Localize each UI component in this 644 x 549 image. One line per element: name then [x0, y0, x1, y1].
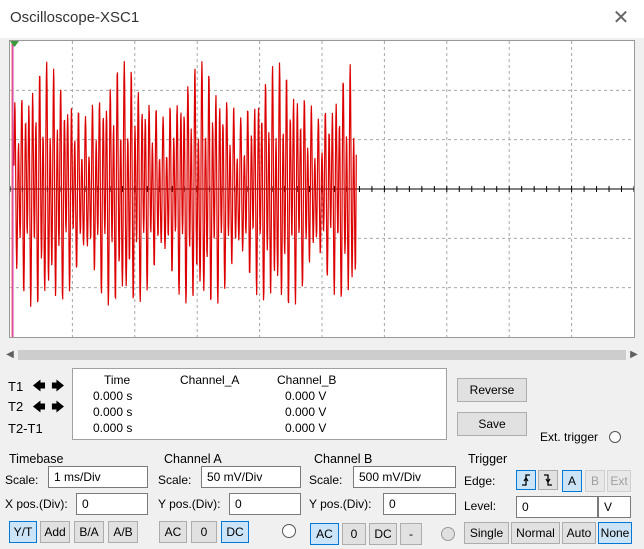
trigger-source-a-button[interactable]: A — [562, 470, 582, 492]
trigger-level-label: Level: — [464, 499, 497, 513]
channel-a-title: Channel A — [164, 452, 222, 466]
title-bar: Oscilloscope-XSC1 ✕ — [0, 0, 644, 38]
readout-header-channel-a: Channel_A — [180, 373, 240, 387]
scrollbar-thumb[interactable] — [18, 350, 626, 360]
readout-t2t1-time: 0.000 s — [93, 421, 133, 435]
channel-b-minus-button[interactable]: - — [400, 523, 422, 545]
trigger-level-field[interactable]: 0 — [516, 496, 598, 518]
cursor-t1-marker[interactable] — [10, 41, 19, 47]
channel-b-scale-label: Scale: — [309, 473, 343, 487]
timebase-scale-field[interactable]: 1 ms/Div — [48, 466, 148, 488]
channel-b-scale-field[interactable]: 500 mV/Div — [353, 466, 456, 488]
trigger-normal-button[interactable]: Normal — [511, 522, 560, 544]
t1-label: T1 — [8, 379, 24, 394]
channel-a-ac-button[interactable]: AC — [159, 521, 187, 543]
channel-b-ypos-label: Y pos.(Div): — [309, 497, 372, 511]
channel-b-dc-button[interactable]: DC — [369, 523, 397, 545]
t2-t1-label: T2-T1 — [8, 421, 43, 436]
measurement-readout: Time Channel_A Channel_B 0.000 s 0.000 V… — [72, 368, 447, 440]
channel-b-ac-button[interactable]: AC — [310, 523, 339, 545]
scope-graph — [10, 41, 634, 337]
scroll-right-icon[interactable]: ▶ — [630, 349, 638, 360]
trigger-source-b-button[interactable]: B — [585, 470, 605, 492]
t2-left-arrow-icon[interactable]: 🡄 — [31, 399, 47, 414]
readout-t1-time: 0.000 s — [93, 389, 133, 403]
channel-b-terminal[interactable] — [441, 527, 455, 541]
channel-b-title: Channel B — [314, 452, 373, 466]
channel-a-dc-button[interactable]: DC — [221, 521, 249, 543]
readout-t1-channel-b: 0.000 V — [285, 389, 327, 403]
reverse-button[interactable]: Reverse — [457, 378, 527, 402]
mode-ba-button[interactable]: B/A — [74, 521, 104, 543]
readout-t2t1-channel-b: 0.000 V — [285, 421, 327, 435]
channel-a-ypos-field[interactable]: 0 — [229, 493, 301, 515]
trigger-edge-label: Edge: — [464, 474, 496, 488]
ext-trigger-label: Ext. trigger — [540, 430, 599, 444]
timebase-xpos-label: X pos.(Div): — [5, 497, 68, 511]
channel-b-zero-button[interactable]: 0 — [342, 523, 366, 545]
mode-yt-button[interactable]: Y/T — [9, 521, 37, 543]
mode-add-button[interactable]: Add — [40, 521, 70, 543]
channel-b-ypos-field[interactable]: 0 — [383, 493, 456, 515]
falling-edge-icon[interactable] — [538, 470, 558, 490]
scroll-left-icon[interactable]: ◀ — [6, 349, 14, 360]
trigger-source-ext-button[interactable]: Ext — [607, 470, 631, 492]
channel-a-trace — [13, 61, 357, 307]
mode-ab-button[interactable]: A/B — [108, 521, 138, 543]
trigger-level-unit[interactable]: V — [598, 496, 631, 518]
oscilloscope-screen — [9, 40, 635, 338]
window-title: Oscilloscope-XSC1 — [10, 9, 140, 26]
t2-label: T2 — [8, 399, 24, 414]
waveform-polyline — [13, 61, 357, 307]
save-button[interactable]: Save — [457, 412, 527, 436]
close-icon[interactable]: ✕ — [612, 7, 630, 29]
readout-header-time: Time — [104, 373, 131, 387]
trigger-single-button[interactable]: Single — [464, 522, 509, 544]
timebase-title: Timebase — [9, 452, 64, 466]
rising-edge-icon[interactable] — [516, 470, 536, 490]
trigger-none-button[interactable]: None — [598, 522, 632, 544]
horizontal-scrollbar[interactable]: ◀ ▶ — [0, 346, 644, 363]
channel-a-zero-button[interactable]: 0 — [191, 521, 217, 543]
trigger-title: Trigger — [468, 452, 508, 466]
channel-a-terminal[interactable] — [282, 524, 296, 538]
t1-left-arrow-icon[interactable]: 🡄 — [31, 378, 47, 393]
t1-right-arrow-icon[interactable]: 🡆 — [50, 378, 66, 393]
ext-trigger-terminal[interactable] — [609, 431, 621, 443]
readout-header-channel-b: Channel_B — [277, 373, 337, 387]
readout-t2-channel-b: 0.000 V — [285, 405, 327, 419]
channel-a-scale-field[interactable]: 50 mV/Div — [201, 466, 301, 488]
timebase-xpos-field[interactable]: 0 — [76, 493, 148, 515]
channel-a-ypos-label: Y pos.(Div): — [158, 497, 221, 511]
channel-a-scale-label: Scale: — [158, 473, 192, 487]
trigger-auto-button[interactable]: Auto — [562, 522, 596, 544]
timebase-scale-label: Scale: — [5, 473, 39, 487]
t2-right-arrow-icon[interactable]: 🡆 — [50, 399, 66, 414]
readout-t2-time: 0.000 s — [93, 405, 133, 419]
grid — [10, 41, 634, 337]
